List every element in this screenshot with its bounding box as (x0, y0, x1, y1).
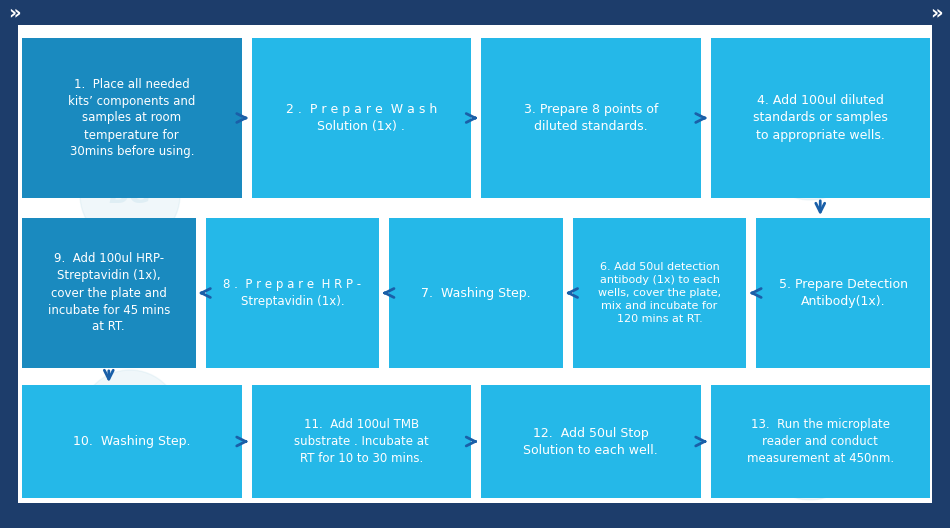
Text: BG: BG (108, 181, 152, 209)
FancyBboxPatch shape (205, 218, 379, 368)
Text: 1.  Place all needed
kits’ components and
samples at room
temperature for
30mins: 1. Place all needed kits’ components and… (68, 78, 196, 158)
Text: 2 .  P r e p a r e  W a s h
Solution (1x) .: 2 . P r e p a r e W a s h Solution (1x) … (286, 103, 437, 133)
FancyBboxPatch shape (711, 385, 930, 498)
Circle shape (760, 100, 860, 200)
FancyBboxPatch shape (481, 385, 700, 498)
Text: BG: BG (108, 406, 152, 434)
Text: 13.  Run the microplate
reader and conduct
measurement at 450nm.: 13. Run the microplate reader and conduc… (747, 418, 894, 465)
FancyBboxPatch shape (0, 25, 18, 503)
FancyBboxPatch shape (711, 38, 930, 198)
Circle shape (80, 370, 180, 470)
Text: BG: BG (788, 436, 832, 464)
Text: 3. Prepare 8 points of
diluted standards.: 3. Prepare 8 points of diluted standards… (523, 103, 658, 133)
FancyBboxPatch shape (390, 218, 562, 368)
FancyBboxPatch shape (481, 38, 700, 198)
FancyBboxPatch shape (0, 0, 950, 25)
Text: 9.  Add 100ul HRP-
Streptavidin (1x),
cover the plate and
incubate for 45 mins
a: 9. Add 100ul HRP- Streptavidin (1x), cov… (48, 252, 170, 334)
FancyBboxPatch shape (22, 218, 196, 368)
Text: »: » (930, 4, 942, 23)
Text: 5. Prepare Detection
Antibody(1x).: 5. Prepare Detection Antibody(1x). (779, 278, 907, 308)
FancyBboxPatch shape (252, 385, 471, 498)
Text: 4. Add 100ul diluted
standards or samples
to appropriate wells.: 4. Add 100ul diluted standards or sample… (752, 95, 887, 142)
Text: BG: BG (788, 136, 832, 164)
Text: 12.  Add 50ul Stop
Solution to each well.: 12. Add 50ul Stop Solution to each well. (523, 427, 658, 457)
FancyBboxPatch shape (756, 218, 930, 368)
Text: 11.  Add 100ul TMB
substrate . Incubate at
RT for 10 to 30 mins.: 11. Add 100ul TMB substrate . Incubate a… (294, 418, 428, 465)
Text: 8 .  P r e p a r e  H R P -
Streptavidin (1x).: 8 . P r e p a r e H R P - Streptavidin (… (223, 278, 361, 308)
Circle shape (760, 400, 860, 500)
FancyBboxPatch shape (932, 25, 950, 503)
Circle shape (80, 145, 180, 245)
FancyBboxPatch shape (22, 385, 241, 498)
FancyBboxPatch shape (0, 503, 950, 528)
FancyBboxPatch shape (22, 38, 241, 198)
FancyBboxPatch shape (573, 218, 747, 368)
Text: 6. Add 50ul detection
antibody (1x) to each
wells, cover the plate,
mix and incu: 6. Add 50ul detection antibody (1x) to e… (598, 261, 721, 324)
FancyBboxPatch shape (252, 38, 471, 198)
Text: 7.  Washing Step.: 7. Washing Step. (421, 287, 531, 299)
Text: 10.  Washing Step.: 10. Washing Step. (73, 435, 191, 448)
Text: »: » (8, 4, 20, 23)
